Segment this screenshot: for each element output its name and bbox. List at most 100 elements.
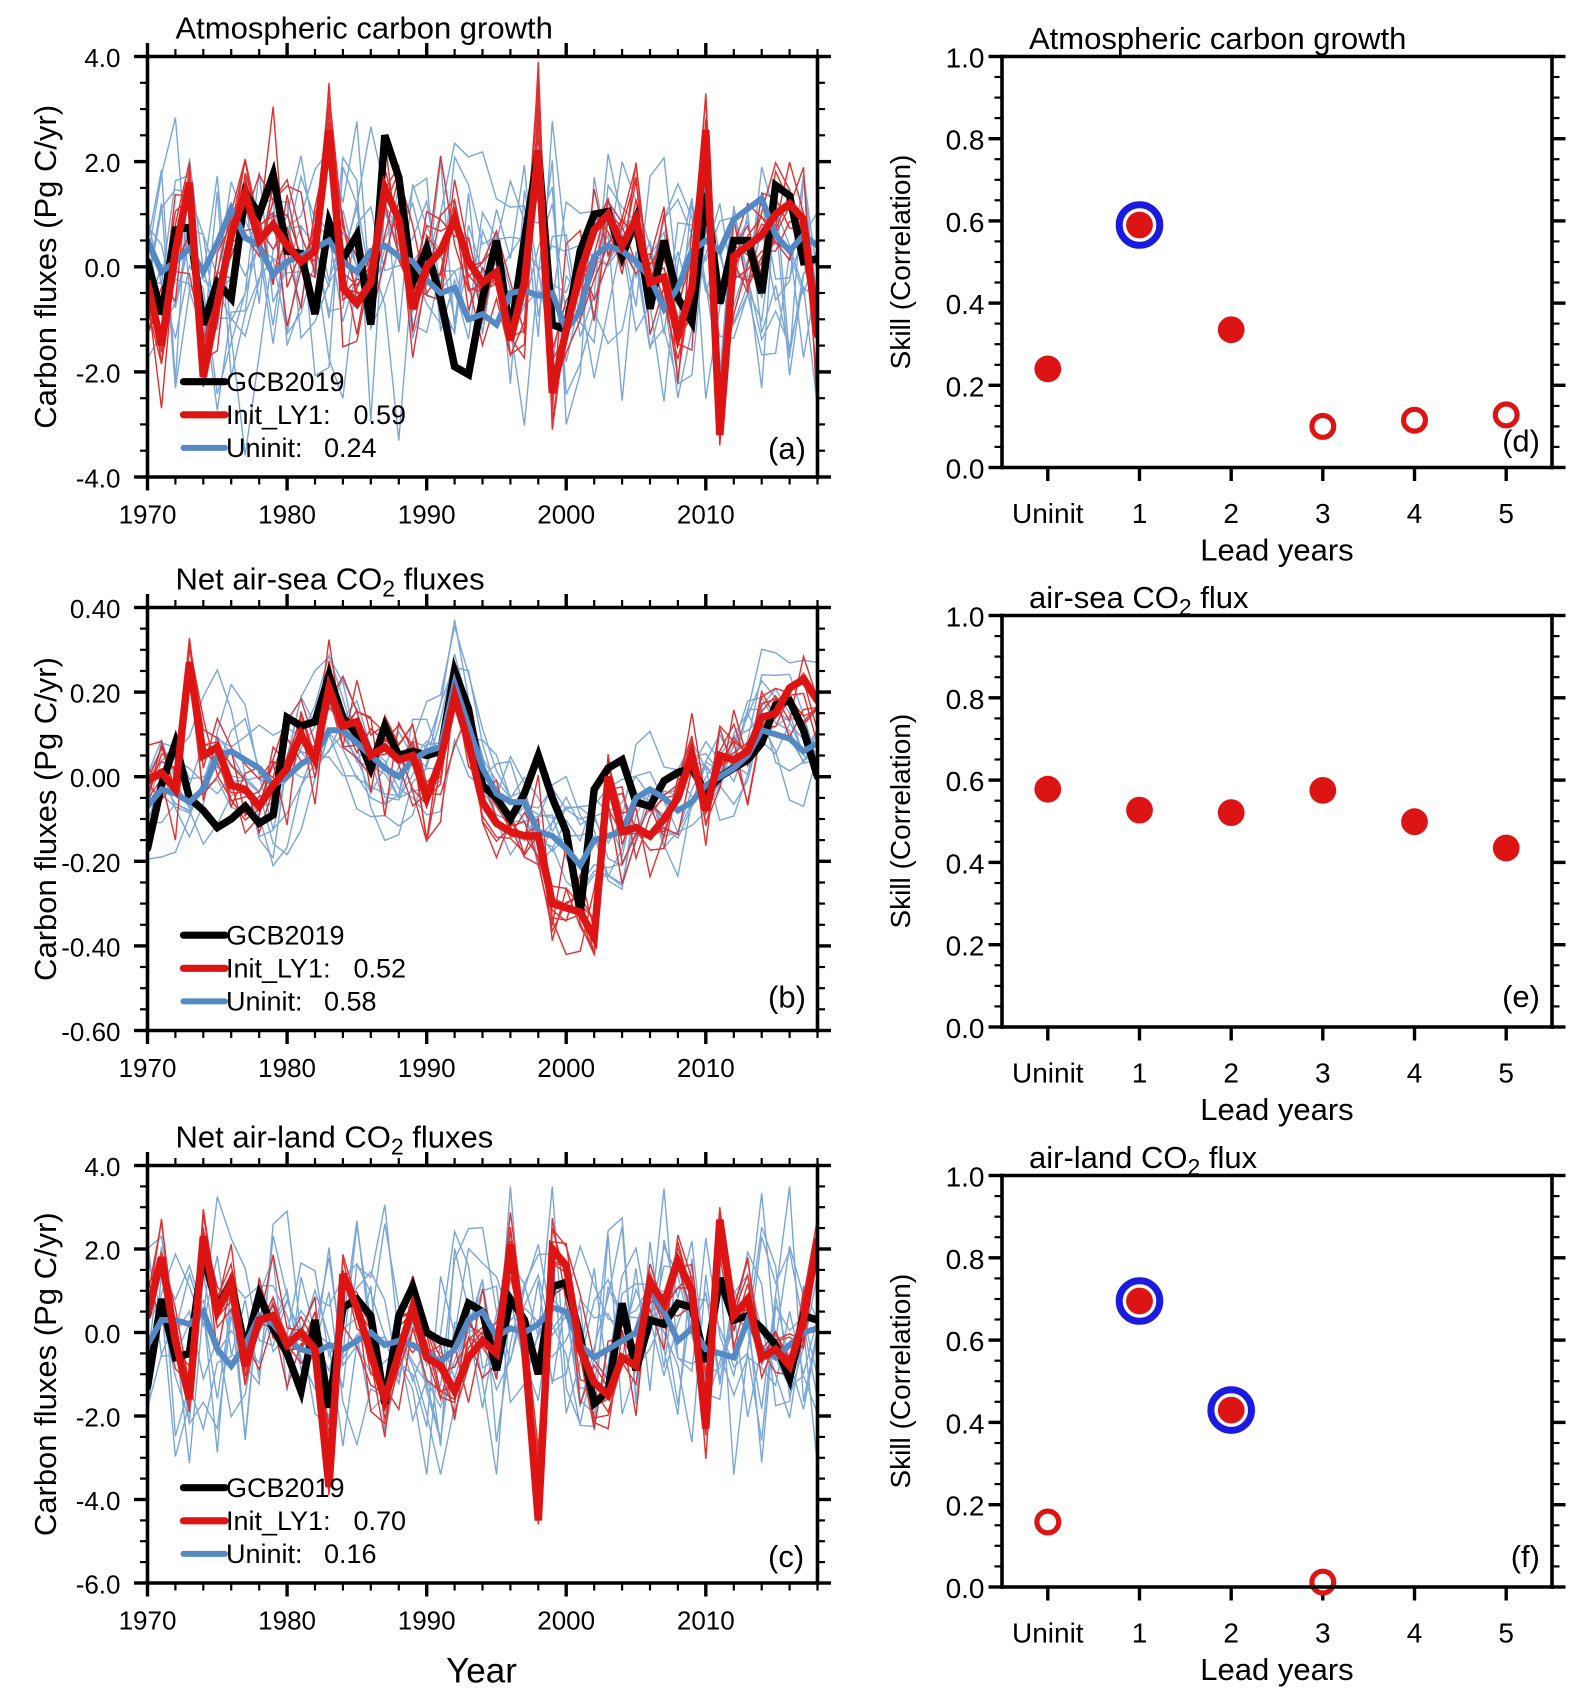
- svg-text:Uninit: Uninit: [1012, 1058, 1084, 1089]
- svg-text:0.2: 0.2: [946, 1491, 985, 1522]
- svg-text:-2.0: -2.0: [76, 358, 121, 388]
- svg-text:(c): (c): [768, 1539, 804, 1574]
- svg-text:0.52: 0.52: [354, 954, 407, 984]
- svg-text:-0.20: -0.20: [61, 848, 120, 878]
- svg-text:-4.0: -4.0: [76, 464, 121, 494]
- svg-text:2000: 2000: [537, 1606, 595, 1636]
- svg-text:0.8: 0.8: [946, 125, 985, 156]
- svg-text:1.0: 1.0: [946, 43, 985, 74]
- svg-text:Init_LY1:: Init_LY1:: [226, 1506, 331, 1536]
- svg-text:0.4: 0.4: [946, 289, 985, 320]
- svg-text:1.0: 1.0: [946, 602, 985, 633]
- svg-text:Net air-land CO2 fluxes: Net air-land CO2 fluxes: [176, 1120, 494, 1160]
- svg-text:3: 3: [1315, 1058, 1331, 1089]
- svg-text:4: 4: [1407, 498, 1423, 529]
- svg-text:1: 1: [1132, 498, 1148, 529]
- svg-text:1.0: 1.0: [946, 1162, 985, 1193]
- svg-text:Skill (Correlation): Skill (Correlation): [885, 155, 916, 370]
- svg-text:5: 5: [1498, 498, 1514, 529]
- svg-text:Lead years: Lead years: [1200, 533, 1353, 568]
- svg-text:Atmospheric carbon growth: Atmospheric carbon growth: [176, 11, 553, 46]
- svg-text:Carbon fluxes (Pg C/yr): Carbon fluxes (Pg C/yr): [28, 657, 63, 981]
- svg-text:Uninit:: Uninit:: [226, 987, 303, 1017]
- svg-text:air-sea CO2 flux: air-sea CO2 flux: [1029, 580, 1249, 620]
- svg-text:0.59: 0.59: [354, 400, 407, 430]
- svg-text:2: 2: [1223, 1618, 1239, 1649]
- svg-text:(a): (a): [768, 431, 806, 466]
- svg-text:-0.60: -0.60: [61, 1017, 120, 1047]
- svg-text:Uninit:: Uninit:: [226, 433, 303, 463]
- svg-text:0.8: 0.8: [946, 684, 985, 715]
- svg-text:2010: 2010: [677, 500, 735, 530]
- svg-text:0.0: 0.0: [946, 1573, 985, 1604]
- svg-text:Carbon fluxes (Pg C/yr): Carbon fluxes (Pg C/yr): [28, 105, 63, 429]
- svg-text:Lead years: Lead years: [1200, 1092, 1353, 1127]
- svg-text:Lead years: Lead years: [1200, 1652, 1353, 1687]
- svg-text:0.0: 0.0: [946, 1013, 985, 1044]
- svg-text:1980: 1980: [258, 1606, 316, 1636]
- svg-text:5: 5: [1498, 1058, 1514, 1089]
- svg-text:0.2: 0.2: [946, 371, 985, 402]
- svg-text:3: 3: [1315, 1618, 1331, 1649]
- svg-text:Skill (Correlation): Skill (Correlation): [885, 1274, 916, 1489]
- svg-text:-2.0: -2.0: [76, 1403, 121, 1433]
- svg-text:2.0: 2.0: [84, 148, 120, 178]
- svg-text:(d): (d): [1502, 424, 1540, 459]
- svg-text:1: 1: [1132, 1618, 1148, 1649]
- svg-text:-6.0: -6.0: [76, 1570, 121, 1600]
- svg-text:0.24: 0.24: [324, 433, 377, 463]
- svg-text:2000: 2000: [537, 500, 595, 530]
- svg-text:Uninit:: Uninit:: [226, 1539, 303, 1569]
- svg-text:Init_LY1:: Init_LY1:: [226, 400, 331, 430]
- svg-text:(e): (e): [1502, 979, 1540, 1014]
- svg-text:GCB2019: GCB2019: [226, 1473, 345, 1503]
- svg-text:0.58: 0.58: [324, 987, 377, 1017]
- svg-text:0.2: 0.2: [946, 931, 985, 962]
- svg-text:0.0: 0.0: [84, 253, 120, 283]
- svg-text:Carbon fluxes (Pg C/yr): Carbon fluxes (Pg C/yr): [28, 1212, 63, 1536]
- svg-text:0.16: 0.16: [324, 1539, 377, 1569]
- svg-text:2.0: 2.0: [84, 1236, 120, 1266]
- svg-text:Skill (Correlation): Skill (Correlation): [885, 714, 916, 929]
- svg-text:0.6: 0.6: [946, 207, 985, 238]
- svg-text:air-land CO2 flux: air-land CO2 flux: [1029, 1140, 1258, 1180]
- svg-text:4: 4: [1407, 1058, 1423, 1089]
- svg-text:Year: Year: [446, 1651, 517, 1690]
- svg-text:Init_LY1:: Init_LY1:: [226, 954, 331, 984]
- svg-text:Net air-sea CO2 fluxes: Net air-sea CO2 fluxes: [176, 562, 485, 602]
- svg-text:3: 3: [1315, 498, 1331, 529]
- svg-text:0.6: 0.6: [946, 766, 985, 797]
- svg-text:GCB2019: GCB2019: [226, 367, 345, 397]
- svg-text:1: 1: [1132, 1058, 1148, 1089]
- svg-text:1970: 1970: [119, 1053, 177, 1083]
- svg-text:0.70: 0.70: [354, 1506, 407, 1536]
- svg-text:0.00: 0.00: [70, 763, 121, 793]
- svg-text:(f): (f): [1511, 1539, 1540, 1574]
- svg-text:1990: 1990: [398, 1606, 456, 1636]
- svg-text:1970: 1970: [119, 1606, 177, 1636]
- svg-text:Uninit: Uninit: [1012, 498, 1084, 529]
- svg-text:Atmospheric carbon growth: Atmospheric carbon growth: [1029, 21, 1406, 56]
- svg-text:1970: 1970: [119, 500, 177, 530]
- svg-text:0.6: 0.6: [946, 1326, 985, 1357]
- svg-text:4.0: 4.0: [84, 1152, 120, 1182]
- svg-text:4: 4: [1407, 1618, 1423, 1649]
- svg-text:1990: 1990: [398, 500, 456, 530]
- svg-text:2010: 2010: [677, 1053, 735, 1083]
- svg-text:0.0: 0.0: [84, 1319, 120, 1349]
- svg-text:1980: 1980: [258, 500, 316, 530]
- svg-text:0.4: 0.4: [946, 848, 985, 879]
- svg-text:0.0: 0.0: [946, 454, 985, 485]
- svg-text:(b): (b): [768, 980, 806, 1015]
- svg-text:1990: 1990: [398, 1053, 456, 1083]
- svg-text:4.0: 4.0: [84, 43, 120, 73]
- svg-text:0.40: 0.40: [70, 594, 121, 624]
- svg-text:0.8: 0.8: [946, 1244, 985, 1275]
- svg-text:2010: 2010: [677, 1606, 735, 1636]
- svg-text:GCB2019: GCB2019: [226, 921, 345, 951]
- svg-text:1980: 1980: [258, 1053, 316, 1083]
- svg-text:2: 2: [1223, 1058, 1239, 1089]
- svg-text:0.20: 0.20: [70, 679, 121, 709]
- svg-text:2000: 2000: [537, 1053, 595, 1083]
- svg-text:5: 5: [1498, 1618, 1514, 1649]
